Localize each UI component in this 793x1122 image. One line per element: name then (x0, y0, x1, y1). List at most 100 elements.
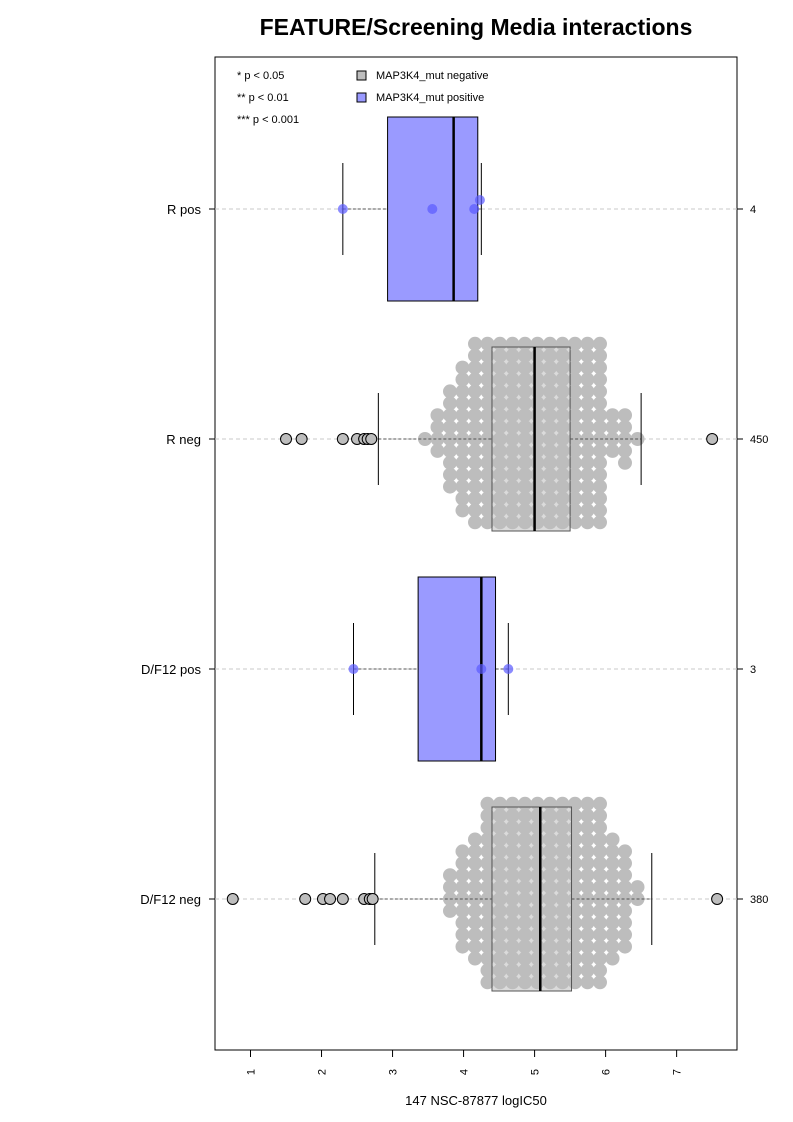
swarm-point-group-1 (618, 432, 632, 446)
swarm-point-group-1 (455, 384, 470, 399)
swarm-point-group-3 (580, 939, 595, 954)
swarm-point-group-1 (468, 396, 482, 411)
swarm-point-group-1 (568, 503, 582, 518)
swarm-point-group-1 (468, 420, 482, 435)
swarm-point-group-3 (468, 939, 482, 954)
swarm-point-group-3 (480, 939, 495, 954)
swarm-point-group-1 (480, 372, 495, 387)
swarm-point-group-3 (580, 856, 595, 871)
swarm-point-group-1 (480, 360, 495, 375)
swarm-point-group-1 (468, 503, 482, 518)
significance-legend-1: ** p < 0.01 (237, 92, 289, 104)
swarm-point-group-1 (455, 503, 470, 518)
swarm-point-group-1 (593, 467, 607, 482)
box-group-3 (491, 806, 573, 992)
swarm-point-group-1 (455, 396, 470, 411)
swarm-point-group-3 (605, 832, 620, 847)
swarm-point-group-3 (593, 796, 607, 811)
swarm-point-group-1 (480, 336, 495, 351)
group-count-group-3: 380 (750, 894, 768, 906)
swarm-point-group-1 (455, 491, 470, 506)
swarm-point-group-1 (430, 420, 445, 435)
data-point-group-2 (348, 664, 359, 674)
group-count-group-0: 4 (750, 204, 756, 216)
swarm-point-group-1 (468, 384, 482, 399)
data-point-group-2 (476, 664, 487, 674)
swarm-point-group-3 (468, 856, 482, 871)
swarm-point-group-3 (593, 963, 607, 978)
swarm-point-group-1 (568, 432, 582, 446)
data-point-group-2 (503, 664, 514, 674)
swarm-point-group-3 (580, 844, 595, 859)
swarm-point-group-3 (480, 808, 495, 823)
outlier-point-group-3 (324, 893, 337, 905)
swarm-point-group-1 (443, 455, 457, 470)
outlier-point-group-1 (336, 433, 349, 445)
swarm-point-group-3 (480, 915, 495, 930)
swarm-point-group-1 (455, 408, 470, 423)
swarm-point-group-1 (568, 336, 582, 351)
swarm-point-group-1 (593, 432, 607, 446)
swarm-point-group-3 (468, 868, 482, 883)
swarm-point-group-3 (618, 844, 632, 859)
swarm-point-group-3 (593, 808, 607, 823)
swarm-point-group-3 (580, 963, 595, 978)
swarm-point-group-1 (593, 420, 607, 435)
swarm-point-group-3 (480, 820, 495, 835)
swarm-point-group-3 (480, 903, 495, 918)
swarm-point-group-1 (605, 443, 620, 458)
swarm-point-group-1 (443, 396, 457, 411)
swarm-point-group-1 (468, 336, 482, 351)
outlier-point-group-3 (336, 893, 349, 905)
swarm-point-group-1 (593, 384, 607, 399)
swarm-point-group-1 (468, 408, 482, 423)
swarm-point-group-1 (618, 443, 632, 458)
swarm-point-group-3 (618, 927, 632, 942)
x-tick-label-5: 5 (530, 1069, 542, 1075)
swarm-point-group-3 (480, 880, 495, 895)
swarm-point-group-3 (443, 880, 457, 895)
swarm-point-group-1 (580, 491, 595, 506)
swarm-point-group-1 (455, 372, 470, 387)
swarm-point-group-1 (468, 348, 482, 363)
swarm-point-group-1 (480, 467, 495, 482)
swarm-point-group-1 (468, 372, 482, 387)
swarm-point-group-1 (443, 384, 457, 399)
swarm-point-group-1 (480, 384, 495, 399)
plot-frame (214, 56, 738, 1051)
grid-layer (215, 208, 737, 900)
significance-legend-0: * p < 0.05 (237, 70, 284, 82)
swarm-point-group-3 (480, 856, 495, 871)
data-point-group-0 (474, 195, 485, 205)
swarm-point-group-3 (605, 927, 620, 942)
swarm-point-group-3 (480, 868, 495, 883)
swarm-point-group-3 (580, 880, 595, 895)
swarm-point-group-3 (593, 951, 607, 966)
swarm-point-group-3 (468, 832, 482, 847)
legend-label-0: MAP3K4_mut negative (376, 70, 489, 82)
swarm-point-group-3 (618, 868, 632, 883)
swarm-point-group-1 (580, 360, 595, 375)
x-tick-label-4: 4 (459, 1069, 471, 1075)
swarm-point-group-3 (605, 868, 620, 883)
swarm-point-group-1 (568, 479, 582, 494)
swarm-point-group-1 (468, 455, 482, 470)
swarm-point-group-3 (468, 903, 482, 918)
swarm-point-group-1 (455, 479, 470, 494)
swarm-point-group-1 (568, 491, 582, 506)
swarm-point-group-3 (455, 927, 470, 942)
swarm-point-group-3 (593, 927, 607, 942)
swarm-point-group-1 (580, 396, 595, 411)
swarm-point-group-1 (593, 503, 607, 518)
swarm-point-group-3 (593, 975, 607, 990)
swarm-point-group-3 (480, 796, 495, 811)
swarm-point-group-1 (605, 408, 620, 423)
outlier-point-group-3 (226, 893, 239, 905)
swarm-point-group-1 (580, 408, 595, 423)
swarm-point-group-1 (568, 420, 582, 435)
swarm-point-group-1 (568, 348, 582, 363)
swarm-point-group-3 (580, 951, 595, 966)
swarm-point-group-1 (580, 479, 595, 494)
swarm-point-group-3 (618, 915, 632, 930)
swarm-point-group-1 (593, 408, 607, 423)
